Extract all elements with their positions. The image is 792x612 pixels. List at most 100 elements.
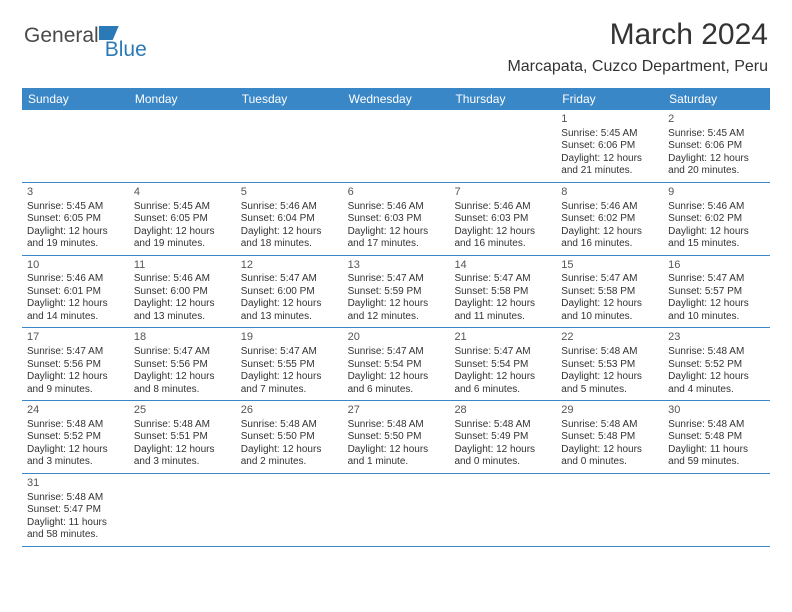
daylight-line: Daylight: 12 hours and 0 minutes.: [561, 444, 658, 469]
sunset-line: Sunset: 5:48 PM: [668, 431, 765, 444]
sunset-line: Sunset: 6:04 PM: [241, 213, 338, 226]
calendar-day: 11Sunrise: 5:46 AMSunset: 6:00 PMDayligh…: [129, 256, 236, 328]
sunrise-line: Sunrise: 5:48 AM: [241, 419, 338, 432]
daylight-line: Daylight: 12 hours and 4 minutes.: [668, 371, 765, 396]
sunset-line: Sunset: 5:56 PM: [134, 359, 231, 372]
calendar-week: 24Sunrise: 5:48 AMSunset: 5:52 PMDayligh…: [22, 401, 770, 474]
sunrise-line: Sunrise: 5:47 AM: [668, 273, 765, 286]
day-number: 5: [241, 186, 338, 200]
sunrise-line: Sunrise: 5:46 AM: [27, 273, 124, 286]
calendar-empty: [449, 474, 556, 546]
sunset-line: Sunset: 5:52 PM: [27, 431, 124, 444]
daylight-line: Daylight: 12 hours and 5 minutes.: [561, 371, 658, 396]
sunrise-line: Sunrise: 5:46 AM: [348, 201, 445, 214]
daylight-line: Daylight: 12 hours and 3 minutes.: [27, 444, 124, 469]
day-number: 2: [668, 113, 765, 127]
day-number: 20: [348, 331, 445, 345]
day-number: 11: [134, 259, 231, 273]
sunset-line: Sunset: 5:55 PM: [241, 359, 338, 372]
calendar-week: 1Sunrise: 5:45 AMSunset: 6:06 PMDaylight…: [22, 110, 770, 183]
day-number: 28: [454, 404, 551, 418]
calendar-empty: [449, 110, 556, 182]
daylight-line: Daylight: 12 hours and 17 minutes.: [348, 226, 445, 251]
calendar-day: 4Sunrise: 5:45 AMSunset: 6:05 PMDaylight…: [129, 183, 236, 255]
sunset-line: Sunset: 6:00 PM: [134, 286, 231, 299]
sunset-line: Sunset: 5:56 PM: [27, 359, 124, 372]
day-number: 25: [134, 404, 231, 418]
sunrise-line: Sunrise: 5:47 AM: [348, 273, 445, 286]
calendar-day: 30Sunrise: 5:48 AMSunset: 5:48 PMDayligh…: [663, 401, 770, 473]
day-number: 18: [134, 331, 231, 345]
calendar-day: 18Sunrise: 5:47 AMSunset: 5:56 PMDayligh…: [129, 328, 236, 400]
sunrise-line: Sunrise: 5:48 AM: [454, 419, 551, 432]
sunrise-line: Sunrise: 5:45 AM: [27, 201, 124, 214]
sunrise-line: Sunrise: 5:45 AM: [561, 128, 658, 141]
daylight-line: Daylight: 12 hours and 8 minutes.: [134, 371, 231, 396]
sunrise-line: Sunrise: 5:46 AM: [241, 201, 338, 214]
sunrise-line: Sunrise: 5:46 AM: [561, 201, 658, 214]
location: Marcapata, Cuzco Department, Peru: [507, 58, 768, 76]
day-header-cell: Sunday: [22, 88, 129, 110]
sunset-line: Sunset: 6:05 PM: [134, 213, 231, 226]
sunset-line: Sunset: 5:59 PM: [348, 286, 445, 299]
sunset-line: Sunset: 6:02 PM: [668, 213, 765, 226]
day-number: 7: [454, 186, 551, 200]
calendar-day: 14Sunrise: 5:47 AMSunset: 5:58 PMDayligh…: [449, 256, 556, 328]
day-number: 16: [668, 259, 765, 273]
calendar-day: 24Sunrise: 5:48 AMSunset: 5:52 PMDayligh…: [22, 401, 129, 473]
month-title: March 2024: [507, 18, 768, 52]
sunrise-line: Sunrise: 5:47 AM: [134, 346, 231, 359]
sunset-line: Sunset: 6:06 PM: [561, 140, 658, 153]
calendar-day: 8Sunrise: 5:46 AMSunset: 6:02 PMDaylight…: [556, 183, 663, 255]
daylight-line: Daylight: 12 hours and 3 minutes.: [134, 444, 231, 469]
daylight-line: Daylight: 12 hours and 12 minutes.: [348, 298, 445, 323]
sunset-line: Sunset: 5:54 PM: [348, 359, 445, 372]
sunrise-line: Sunrise: 5:47 AM: [348, 346, 445, 359]
day-number: 15: [561, 259, 658, 273]
calendar-empty: [556, 474, 663, 546]
sunset-line: Sunset: 5:48 PM: [561, 431, 658, 444]
calendar-week: 10Sunrise: 5:46 AMSunset: 6:01 PMDayligh…: [22, 256, 770, 329]
daylight-line: Daylight: 12 hours and 1 minute.: [348, 444, 445, 469]
daylight-line: Daylight: 12 hours and 10 minutes.: [668, 298, 765, 323]
daylight-line: Daylight: 12 hours and 6 minutes.: [454, 371, 551, 396]
sunset-line: Sunset: 5:54 PM: [454, 359, 551, 372]
daylight-line: Daylight: 12 hours and 21 minutes.: [561, 153, 658, 178]
daylight-line: Daylight: 12 hours and 13 minutes.: [134, 298, 231, 323]
calendar-day: 15Sunrise: 5:47 AMSunset: 5:58 PMDayligh…: [556, 256, 663, 328]
sunset-line: Sunset: 6:02 PM: [561, 213, 658, 226]
calendar-day: 12Sunrise: 5:47 AMSunset: 6:00 PMDayligh…: [236, 256, 343, 328]
sunrise-line: Sunrise: 5:48 AM: [27, 419, 124, 432]
calendar-empty: [236, 474, 343, 546]
day-header-cell: Monday: [129, 88, 236, 110]
day-header-cell: Friday: [556, 88, 663, 110]
calendar-day: 3Sunrise: 5:45 AMSunset: 6:05 PMDaylight…: [22, 183, 129, 255]
calendar-empty: [343, 110, 450, 182]
sunrise-line: Sunrise: 5:47 AM: [241, 346, 338, 359]
sunrise-line: Sunrise: 5:46 AM: [454, 201, 551, 214]
day-number: 27: [348, 404, 445, 418]
sunset-line: Sunset: 5:47 PM: [27, 504, 124, 517]
daylight-line: Daylight: 12 hours and 13 minutes.: [241, 298, 338, 323]
daylight-line: Daylight: 12 hours and 10 minutes.: [561, 298, 658, 323]
day-number: 9: [668, 186, 765, 200]
day-number: 31: [27, 477, 124, 491]
sunrise-line: Sunrise: 5:47 AM: [454, 346, 551, 359]
brand-logo: General Blue: [24, 24, 163, 48]
calendar-day: 28Sunrise: 5:48 AMSunset: 5:49 PMDayligh…: [449, 401, 556, 473]
day-number: 29: [561, 404, 658, 418]
sunrise-line: Sunrise: 5:48 AM: [668, 419, 765, 432]
calendar-empty: [129, 110, 236, 182]
calendar: SundayMondayTuesdayWednesdayThursdayFrid…: [22, 88, 770, 547]
day-number: 26: [241, 404, 338, 418]
sunset-line: Sunset: 6:06 PM: [668, 140, 765, 153]
brand-part2: Blue: [105, 38, 147, 62]
day-number: 13: [348, 259, 445, 273]
sunset-line: Sunset: 5:58 PM: [454, 286, 551, 299]
sunrise-line: Sunrise: 5:45 AM: [668, 128, 765, 141]
sunset-line: Sunset: 5:53 PM: [561, 359, 658, 372]
calendar-week: 31Sunrise: 5:48 AMSunset: 5:47 PMDayligh…: [22, 474, 770, 547]
day-number: 8: [561, 186, 658, 200]
calendar-empty: [343, 474, 450, 546]
daylight-line: Daylight: 12 hours and 6 minutes.: [348, 371, 445, 396]
